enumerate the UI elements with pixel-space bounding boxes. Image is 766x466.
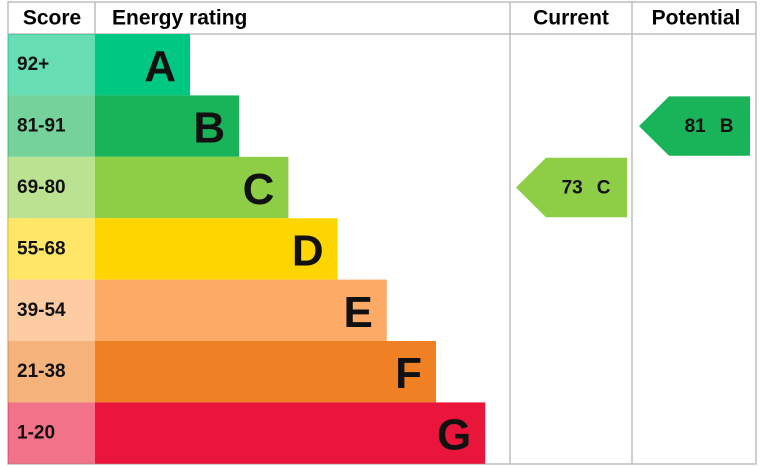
header-current: Current bbox=[533, 7, 609, 30]
rating-bar bbox=[95, 156, 289, 219]
score-label: 69-80 bbox=[17, 177, 66, 198]
rating-letter: E bbox=[343, 288, 372, 337]
header-rating: Energy rating bbox=[112, 7, 247, 30]
rating-letter: G bbox=[437, 411, 471, 460]
rating-letter: F bbox=[395, 349, 422, 398]
header-potential: Potential bbox=[652, 7, 741, 30]
current-arrow: 73 C bbox=[516, 157, 627, 218]
arrow-score: 81 bbox=[685, 116, 707, 137]
rating-bar bbox=[95, 341, 436, 403]
rating-bar bbox=[95, 34, 190, 96]
score-label: 81-91 bbox=[17, 116, 66, 137]
score-label: 92+ bbox=[17, 54, 49, 75]
bands: 92+ A 81-91 B 69-80 C 55-68 D 39-54 E 21-38 F 1-20 G bbox=[8, 34, 486, 464]
header-score: Score bbox=[23, 7, 81, 30]
score-cell bbox=[8, 156, 95, 219]
rating-letter: D bbox=[292, 226, 324, 275]
arrow-label: 81 B bbox=[685, 116, 734, 137]
score-cell bbox=[8, 402, 95, 464]
arrow-rating: B bbox=[720, 116, 734, 137]
arrow-shape bbox=[516, 157, 627, 218]
rating-letter: A bbox=[144, 42, 176, 91]
rating-bar bbox=[95, 279, 387, 341]
arrow-rating: C bbox=[597, 177, 611, 198]
score-cell bbox=[8, 95, 95, 157]
rating-letter: C bbox=[243, 165, 275, 214]
score-label: 1-20 bbox=[17, 423, 55, 444]
arrow-shape bbox=[639, 96, 750, 156]
score-label: 39-54 bbox=[17, 300, 66, 321]
rating-bar bbox=[95, 95, 240, 157]
rating-letter: B bbox=[193, 104, 225, 153]
rating-bar bbox=[95, 402, 486, 464]
score-label: 21-38 bbox=[17, 361, 66, 382]
score-label: 55-68 bbox=[17, 238, 66, 259]
potential-arrow: 81 B bbox=[639, 96, 750, 156]
arrow-label: 73 C bbox=[562, 177, 611, 198]
arrow-score: 73 bbox=[562, 177, 583, 198]
score-cell bbox=[8, 34, 95, 96]
rating-bar bbox=[95, 218, 338, 280]
score-cell bbox=[8, 341, 95, 403]
score-cell bbox=[8, 218, 95, 280]
arrows: 73 C 81 B bbox=[516, 96, 750, 218]
score-cell bbox=[8, 279, 95, 341]
